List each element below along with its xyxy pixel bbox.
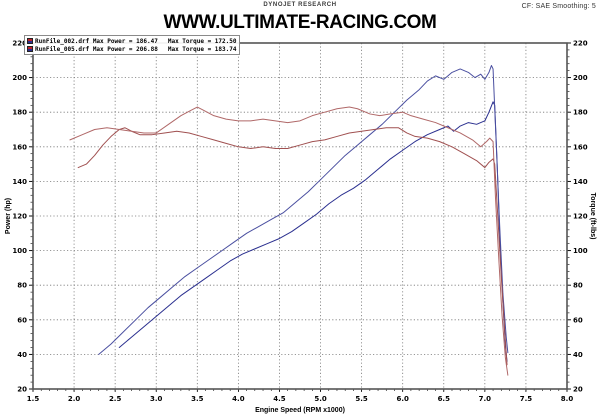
legend-run-power-1: RunFile_005.drf Max Power = 206.88 — [35, 45, 158, 53]
svg-text:4.0: 4.0 — [232, 395, 245, 403]
svg-text:140: 140 — [12, 178, 27, 186]
svg-text:1.5: 1.5 — [27, 395, 40, 403]
grid-layer — [33, 43, 567, 389]
svg-text:2.5: 2.5 — [109, 395, 122, 403]
dynojet-research-label: DYNOJET RESEARCH — [263, 2, 337, 8]
curves-layer — [69, 64, 509, 376]
legend-swatch-icon — [27, 46, 33, 52]
svg-text:20: 20 — [573, 386, 583, 394]
svg-text:60: 60 — [573, 316, 583, 324]
svg-text:100: 100 — [12, 247, 27, 255]
svg-text:220: 220 — [12, 40, 27, 48]
y2-axis-label: Torque (ft-lbs) — [589, 193, 596, 240]
svg-text:80: 80 — [573, 282, 583, 290]
svg-text:180: 180 — [12, 109, 27, 117]
y-axis-label: Power (hp) — [5, 198, 12, 234]
series-runfile-002-drf-power — [118, 101, 508, 362]
svg-text:80: 80 — [17, 282, 27, 290]
svg-text:140: 140 — [573, 178, 588, 186]
svg-text:3.0: 3.0 — [150, 395, 163, 403]
svg-text:200: 200 — [12, 74, 27, 82]
svg-text:120: 120 — [573, 213, 588, 221]
legend-run-torque-0: Max Torque = 172.50 — [167, 37, 237, 45]
svg-text:8.0: 8.0 — [561, 395, 574, 403]
svg-text:20: 20 — [17, 386, 27, 394]
legend-swatch-icon — [27, 38, 33, 44]
svg-text:160: 160 — [573, 143, 588, 151]
svg-text:7.5: 7.5 — [520, 395, 533, 403]
legend-row: RunFile_002.drf Max Power = 186.47 Max T… — [27, 37, 236, 45]
svg-text:6.5: 6.5 — [438, 395, 451, 403]
svg-text:40: 40 — [17, 351, 27, 359]
svg-text:5.5: 5.5 — [355, 395, 368, 403]
svg-text:3.5: 3.5 — [191, 395, 204, 403]
svg-text:4.5: 4.5 — [273, 395, 286, 403]
series-runfile-002-drf-torque — [77, 127, 508, 366]
legend-run-torque-1: Max Torque = 183.74 — [167, 45, 237, 53]
svg-text:200: 200 — [573, 74, 588, 82]
svg-text:180: 180 — [573, 109, 588, 117]
svg-text:6.0: 6.0 — [396, 395, 409, 403]
svg-text:120: 120 — [12, 213, 27, 221]
svg-text:5.0: 5.0 — [314, 395, 327, 403]
svg-text:7.0: 7.0 — [479, 395, 492, 403]
series-runfile-005-drf-power — [98, 64, 509, 355]
ticks-layer: 1.5 2.0 2.5 3.0 3.5 4.0 4.5 5.0 5.5 6.0 6.5 7.0 7.5 8… — [12, 40, 587, 404]
svg-text:160: 160 — [12, 143, 27, 151]
svg-text:2.0: 2.0 — [68, 395, 81, 403]
plot-frame — [32, 42, 568, 390]
svg-text:220: 220 — [573, 40, 588, 48]
legend[interactable]: RunFile_002.drf Max Power = 186.47 Max T… — [24, 35, 241, 55]
x-axis-label: Engine Speed (RPM x1000) — [255, 407, 345, 414]
svg-text:60: 60 — [17, 316, 27, 324]
legend-run-power-0: RunFile_002.drf Max Power = 186.47 — [35, 37, 158, 45]
svg-text:40: 40 — [573, 351, 583, 359]
correction-factor-label: CF: SAE Smoothing: 5 — [521, 3, 596, 10]
svg-text:100: 100 — [573, 247, 588, 255]
axis-labels-layer: Engine Speed (RPM x1000) Power (hp) Torque… — [5, 193, 596, 414]
series-runfile-005-drf-torque — [69, 106, 509, 376]
legend-row: RunFile_005.drf Max Power = 206.88 Max T… — [27, 45, 236, 53]
page-title: WWW.ULTIMATE-RACING.COM — [163, 12, 437, 33]
